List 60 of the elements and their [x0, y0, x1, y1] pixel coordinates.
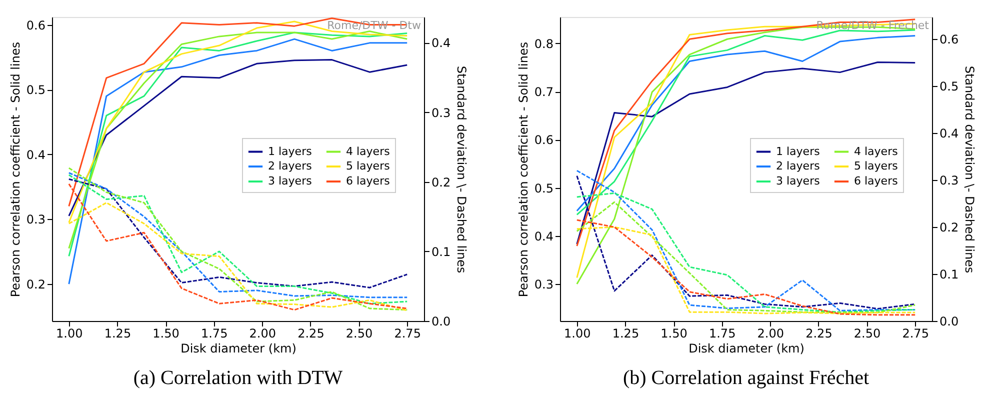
y-tick-label: 0.3 [534, 277, 554, 292]
y-tick-label: 0.8 [534, 36, 554, 51]
y-tick-label: 0.3 [26, 212, 46, 227]
y2-tick-label: 0.4 [432, 36, 451, 50]
y2-tick-label: 0.4 [940, 126, 959, 141]
y-axis-title: Pearson correlation coefficient - Solid lines [8, 42, 22, 298]
y-tick-label: 0.5 [534, 181, 554, 196]
x-tick-label: 2.50 [346, 326, 373, 340]
text: (a) Correlation with DTW [133, 367, 343, 389]
legend-label: 3 layers [776, 174, 820, 188]
y2-tick-label: 0.5 [940, 80, 959, 94]
x-tick-label: 1.00 [56, 326, 83, 340]
x-tick-label: 2.75 [394, 326, 421, 340]
x-tick-label: 2.00 [757, 326, 784, 340]
x-tick-label: 2.00 [249, 326, 276, 340]
y-axis-title: Pearson correlation coefficient - Solid lines [516, 42, 530, 298]
y-tick-label: 0.5 [26, 83, 46, 98]
legend-label: 6 layers [346, 174, 390, 188]
y2-tick-label: 0.3 [940, 174, 959, 188]
x-tick-label: 2.50 [854, 326, 881, 340]
legend-label: 6 layers [854, 174, 898, 188]
y-tick-label: 0.6 [26, 18, 46, 32]
legend-label: 2 layers [776, 160, 820, 172]
x-tick-label: 2.25 [806, 326, 832, 340]
legend-label: 3 layers [268, 174, 312, 188]
y2-tick-label: 0.1 [432, 244, 451, 259]
y2-tick-label: 0.3 [432, 106, 451, 120]
x-tick-label: 1.25 [104, 326, 132, 340]
y2-tick-label: 0.2 [940, 220, 959, 235]
legend-label: 4 layers [854, 144, 898, 158]
text: (b) Correlation against Fréchet [622, 367, 870, 389]
y-tick-label: 0.2 [26, 278, 46, 292]
y2-tick-label: 0.6 [940, 32, 959, 47]
legend-label: 4 layers [346, 144, 390, 158]
y-tick-label: 0.6 [534, 133, 554, 148]
legend-label: 1 layers [776, 144, 820, 158]
x-tick-label: 1.75 [200, 326, 228, 340]
y2-tick-label: 0.2 [432, 175, 451, 190]
x-tick-label: 1.75 [708, 326, 736, 340]
x-tick-label: 1.00 [564, 326, 591, 340]
x-tick-label: 1.50 [660, 326, 688, 340]
y-tick-label: 0.4 [26, 148, 46, 162]
y-tick-label: 0.7 [534, 85, 554, 100]
x-tick-label: 1.50 [152, 326, 180, 340]
y2-tick-label: 0.0 [432, 314, 451, 328]
y2-axis-title: Standard deviation \- Dashed lines [454, 66, 469, 274]
legend-label: 5 layers [854, 160, 898, 172]
y2-tick-label: 0.1 [940, 268, 959, 282]
y-tick-label: 0.4 [534, 229, 554, 244]
x-tick-label: 1.25 [612, 326, 640, 340]
annotation: Rome/DTW - Dtw [327, 19, 421, 32]
y2-tick-label: 0.0 [940, 314, 959, 328]
legend-label: 2 layers [268, 160, 312, 172]
y2-axis-title: Standard deviation \- Dashed lines [962, 66, 977, 274]
x-tick-label: 2.75 [902, 326, 929, 340]
x-tick-label: 2.25 [298, 326, 324, 340]
legend-label: 5 layers [346, 160, 390, 172]
x-axis-title: Disk diameter (km) [688, 342, 804, 356]
x-axis-title: Disk diameter (km) [180, 342, 296, 356]
legend-label: 1 layers [268, 144, 312, 158]
